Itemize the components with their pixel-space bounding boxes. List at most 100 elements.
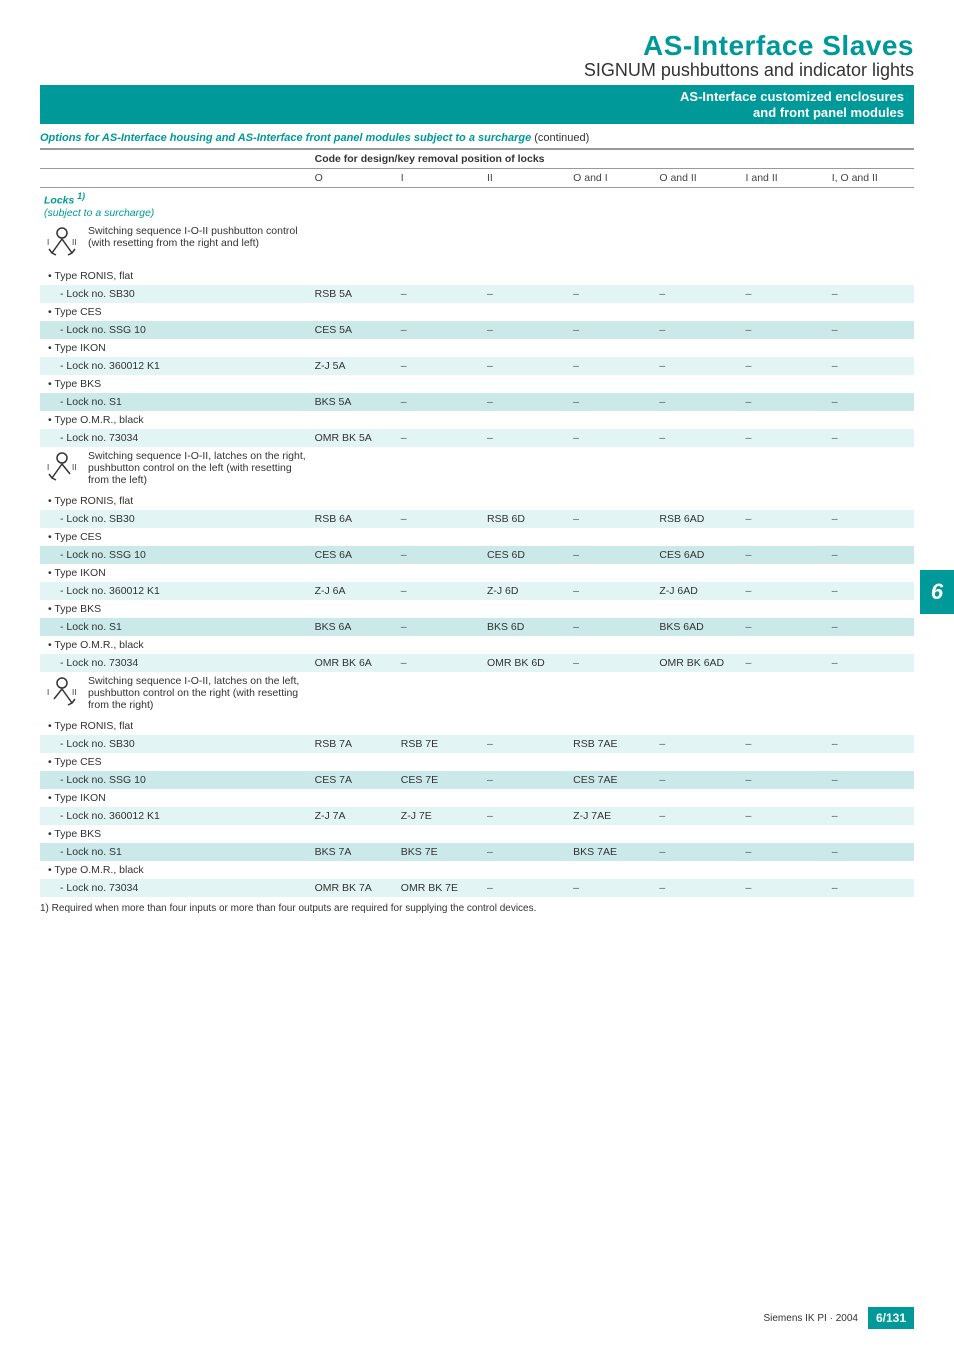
column-header: O and I	[569, 169, 655, 188]
table-cell: –	[655, 429, 741, 447]
column-header: I	[397, 169, 483, 188]
table-cell: BKS 6A	[311, 618, 397, 636]
table-cell: –	[828, 879, 914, 897]
table-cell	[742, 528, 828, 546]
group-description-text: Switching sequence I-O-II pushbutton con…	[88, 225, 307, 249]
table-cell: –	[742, 654, 828, 672]
table-cell	[397, 636, 483, 654]
bar-line-1: AS-Interface customized enclosures	[680, 89, 904, 104]
table-cell: CES 6D	[483, 546, 569, 564]
table-cell	[742, 411, 828, 429]
table-cell	[569, 528, 655, 546]
table-cell	[483, 600, 569, 618]
table-cell	[655, 564, 741, 582]
table-cell	[483, 303, 569, 321]
group-description: III Switching sequence I-O-II pushbutton …	[40, 222, 311, 267]
table-cell: Z-J 7A	[311, 807, 397, 825]
table-cell	[742, 717, 828, 735]
table-cell	[828, 375, 914, 393]
table-cell	[311, 375, 397, 393]
table-cell	[655, 303, 741, 321]
table-cell	[397, 825, 483, 843]
table-cell	[483, 564, 569, 582]
page-header: AS-Interface Slaves SIGNUM pushbuttons a…	[40, 30, 914, 81]
table-cell: –	[569, 618, 655, 636]
row-label: - Lock no. SSG 10	[40, 771, 311, 789]
switch-sequence-icon: III	[44, 450, 80, 489]
table-cell	[828, 636, 914, 654]
table-cell	[655, 789, 741, 807]
table-cell: –	[655, 285, 741, 303]
table-cell: OMR BK 7A	[311, 879, 397, 897]
locks-table: Code for design/key removal position of …	[40, 148, 914, 897]
table-cell: –	[483, 807, 569, 825]
table-cell: OMR BK 6A	[311, 654, 397, 672]
table-cell: –	[828, 843, 914, 861]
column-header: O	[311, 169, 397, 188]
table-cell	[311, 825, 397, 843]
table-cell: –	[742, 807, 828, 825]
svg-text:I: I	[47, 238, 49, 247]
table-cell	[311, 528, 397, 546]
table-cell: –	[828, 582, 914, 600]
table-cell	[742, 339, 828, 357]
table-cell	[742, 267, 828, 285]
row-label: • Type O.M.R., black	[40, 411, 311, 429]
page-footer: Siemens IK PI · 2004 6/131	[763, 1307, 914, 1329]
table-cell: RSB 6D	[483, 510, 569, 528]
table-cell: CES 6AD	[655, 546, 741, 564]
table-cell: –	[483, 285, 569, 303]
table-cell: Z-J 7E	[397, 807, 483, 825]
table-cell: –	[397, 510, 483, 528]
row-label: - Lock no. 360012 K1	[40, 582, 311, 600]
table-cell: –	[483, 393, 569, 411]
table-cell	[483, 492, 569, 510]
column-header: O and II	[655, 169, 741, 188]
table-cell	[655, 636, 741, 654]
table-cell: Z-J 7AE	[569, 807, 655, 825]
table-header-spacer	[40, 149, 311, 169]
table-cell	[828, 753, 914, 771]
table-cell	[569, 825, 655, 843]
switch-sequence-icon: III	[44, 225, 80, 264]
table-cell: BKS 5A	[311, 393, 397, 411]
table-cell	[828, 528, 914, 546]
table-cell: Z-J 6D	[483, 582, 569, 600]
page-number: 6/131	[868, 1307, 914, 1329]
table-cell	[397, 375, 483, 393]
table-cell	[655, 492, 741, 510]
table-cell: –	[655, 321, 741, 339]
svg-text:II: II	[72, 688, 76, 697]
table-cell: –	[828, 285, 914, 303]
page-subtitle: SIGNUM pushbuttons and indicator lights	[40, 60, 914, 81]
row-label: • Type RONIS, flat	[40, 717, 311, 735]
table-cell	[655, 528, 741, 546]
table-cell	[397, 600, 483, 618]
table-cell: –	[569, 879, 655, 897]
table-cell	[742, 600, 828, 618]
table-cell: –	[397, 618, 483, 636]
table-cell	[483, 411, 569, 429]
locks-header: Locks 1)(subject to a surcharge)	[40, 188, 914, 222]
table-cell	[397, 564, 483, 582]
table-cell	[397, 303, 483, 321]
table-cell	[311, 303, 397, 321]
table-cell: –	[742, 879, 828, 897]
table-cell: –	[569, 546, 655, 564]
table-cell	[569, 564, 655, 582]
table-cell: BKS 7AE	[569, 843, 655, 861]
table-cell: CES 7E	[397, 771, 483, 789]
table-cell: –	[742, 429, 828, 447]
table-cell	[311, 753, 397, 771]
table-cell: –	[397, 654, 483, 672]
table-cell: –	[828, 510, 914, 528]
row-label: - Lock no. S1	[40, 843, 311, 861]
table-cell: –	[742, 843, 828, 861]
table-cell	[483, 528, 569, 546]
table-cell: CES 5A	[311, 321, 397, 339]
table-cell: –	[655, 357, 741, 375]
table-cell	[311, 600, 397, 618]
table-cell	[483, 267, 569, 285]
column-header: I, O and II	[828, 169, 914, 188]
table-cell	[483, 636, 569, 654]
